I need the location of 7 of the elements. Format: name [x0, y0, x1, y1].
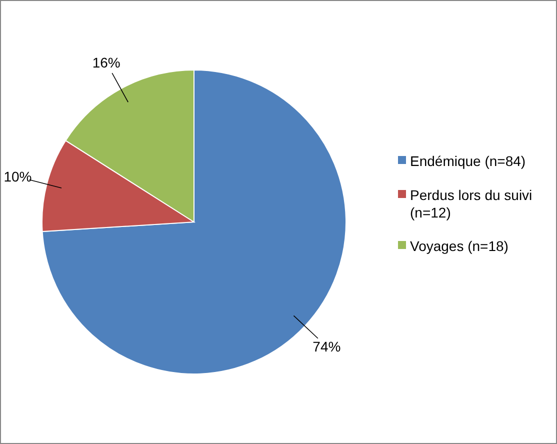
legend-label: Endémique (n=84) — [410, 152, 526, 169]
data-label: 74% — [312, 338, 341, 354]
pie-slice — [42, 70, 346, 374]
legend-label: Voyages (n=18) — [410, 238, 508, 254]
data-label: 10% — [4, 168, 32, 185]
legend-label: Perdus lors du suivi (n=12) — [410, 186, 532, 220]
data-label: 16% — [92, 54, 120, 70]
